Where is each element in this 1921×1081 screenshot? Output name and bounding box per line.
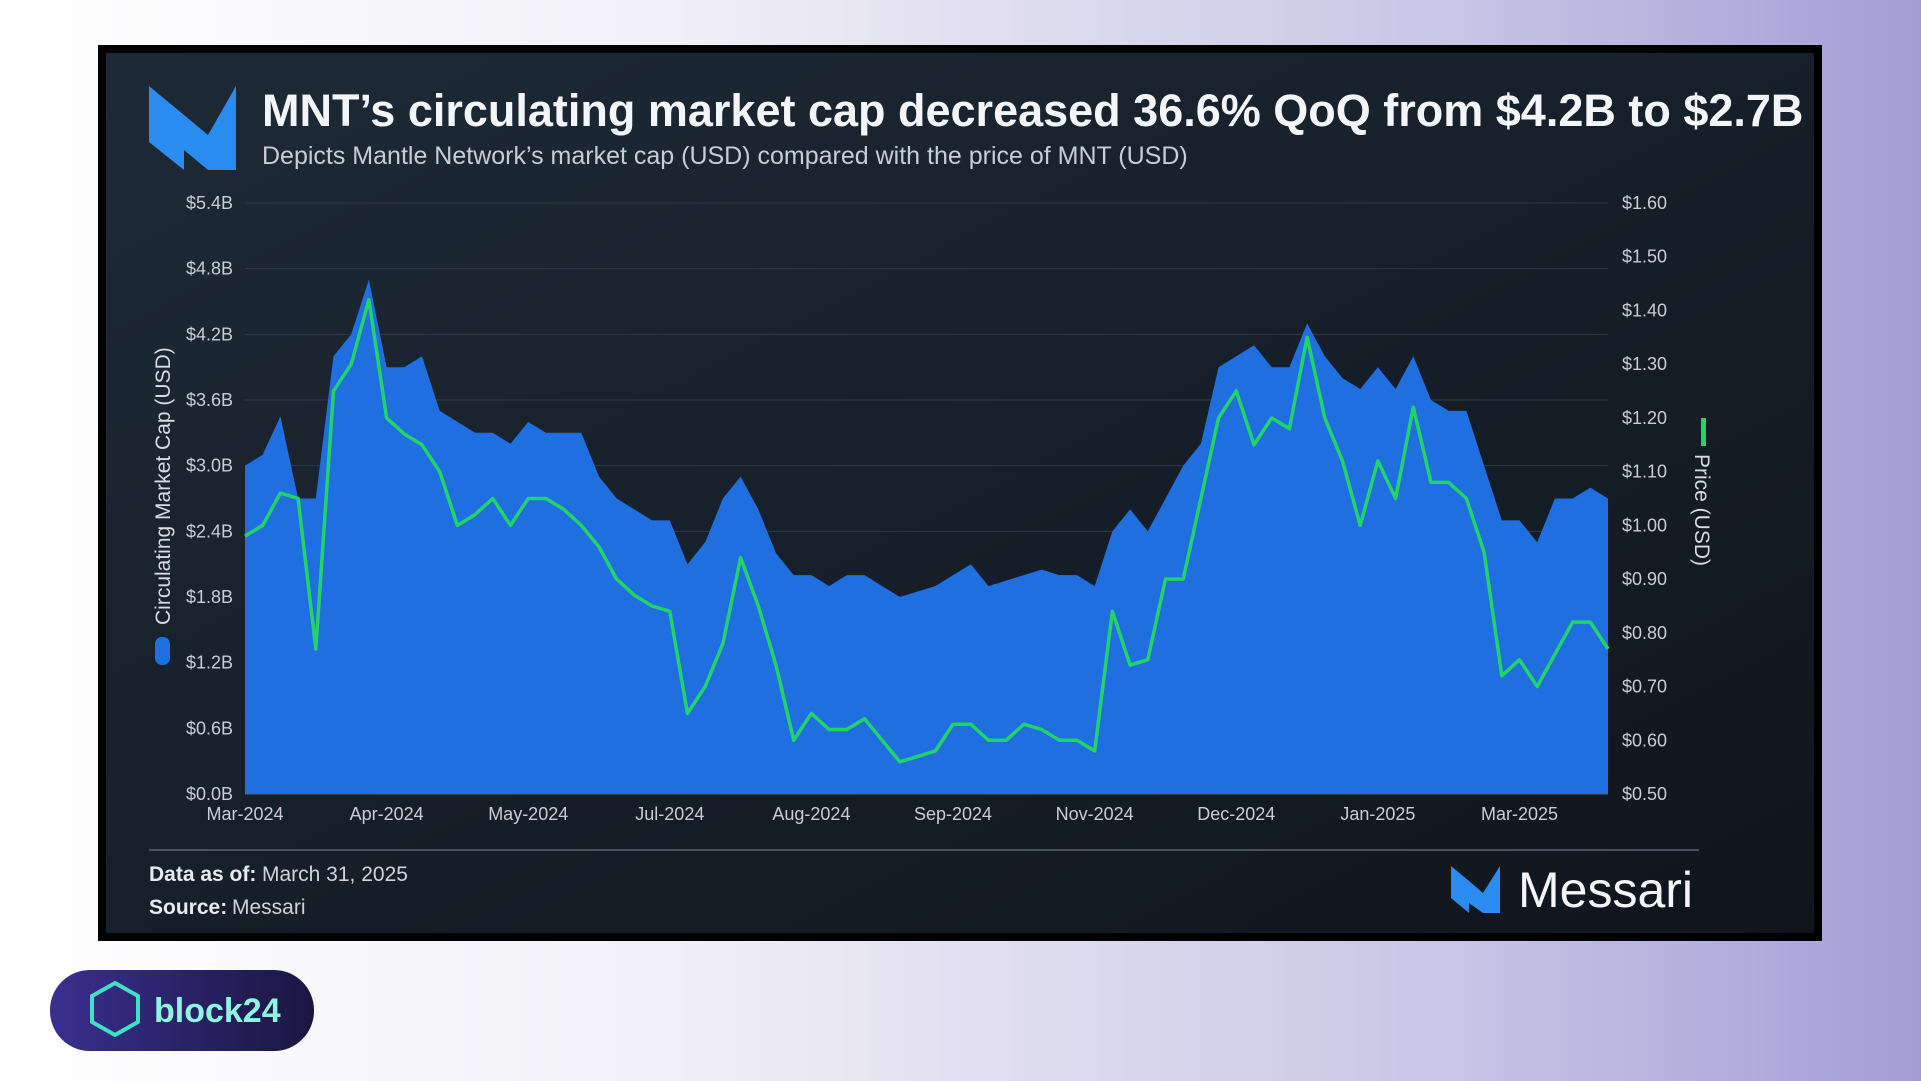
- y2-tick-label: $0.50: [1622, 784, 1667, 804]
- y2-tick-label: $0.90: [1622, 569, 1667, 589]
- y-legend-marker: [155, 637, 170, 665]
- chart-title: MNT’s circulating market cap decreased 3…: [262, 85, 1803, 136]
- date: March 31, 2025: [262, 863, 408, 886]
- badge-text: block24: [154, 992, 281, 1030]
- y2-tick-label: $1.60: [1622, 193, 1667, 213]
- x-tick-label: Apr-2024: [350, 804, 424, 824]
- brand: Messari: [1518, 862, 1693, 918]
- x-tick-label: Jan-2025: [1340, 804, 1415, 824]
- y-tick-label: $0.6B: [186, 718, 233, 738]
- y-tick-label: $3.6B: [186, 390, 233, 410]
- badge: [50, 970, 314, 1051]
- x-tick-label: May-2024: [488, 804, 568, 824]
- y-tick-label: $0.0B: [186, 784, 233, 804]
- y-tick-label: $4.8B: [186, 259, 233, 279]
- x-tick-label: Aug-2024: [772, 804, 850, 824]
- x-tick-label: Mar-2024: [206, 804, 283, 824]
- y2-tick-label: $1.50: [1622, 247, 1667, 267]
- y2-tick-label: $0.60: [1622, 730, 1667, 750]
- market-cap-area: [245, 279, 1608, 795]
- source-label: Source:: [149, 896, 227, 919]
- x-tick-label: Nov-2024: [1056, 804, 1134, 824]
- badge-icon: [90, 980, 140, 1038]
- y2-tick-label: $1.40: [1622, 300, 1667, 320]
- x-tick-label: Sep-2024: [914, 804, 992, 824]
- y-tick-label: $5.4B: [186, 193, 233, 213]
- y2-tick-label: $1.10: [1622, 462, 1667, 482]
- y2-legend-marker: [1701, 418, 1706, 446]
- y2-tick-label: $0.80: [1622, 623, 1667, 643]
- x-tick-label: Dec-2024: [1197, 804, 1275, 824]
- chart-subtitle: Depicts Mantle Network’s market cap (USD…: [262, 142, 1188, 170]
- y-tick-label: $3.0B: [186, 456, 233, 476]
- messari-logo: [149, 86, 236, 170]
- y-tick-label: $2.4B: [186, 521, 233, 541]
- y2-tick-label: $1.20: [1622, 408, 1667, 428]
- y2-axis-label: Price (USD): [1690, 454, 1713, 566]
- y2-tick-label: $1.00: [1622, 515, 1667, 535]
- y-axis-label: Circulating Market Cap (USD): [152, 347, 175, 625]
- x-tick-label: Mar-2025: [1481, 804, 1558, 824]
- price-line: [244, 297, 1610, 764]
- brand-logo: [1451, 866, 1500, 913]
- y-tick-label: $4.2B: [186, 324, 233, 344]
- y-tick-label: $1.2B: [186, 653, 233, 673]
- y2-tick-label: $0.70: [1622, 677, 1667, 697]
- y-tick-label: $1.8B: [186, 587, 233, 607]
- x-tick-label: Jul-2024: [635, 804, 704, 824]
- source: Messari: [232, 896, 306, 919]
- y2-tick-label: $1.30: [1622, 354, 1667, 374]
- plot: $0.0B $0.6B $1.2B $1.8B $2.4B $3.0B $3.6B $4.2B…: [186, 193, 1667, 824]
- date-label: Data as of:: [149, 863, 256, 886]
